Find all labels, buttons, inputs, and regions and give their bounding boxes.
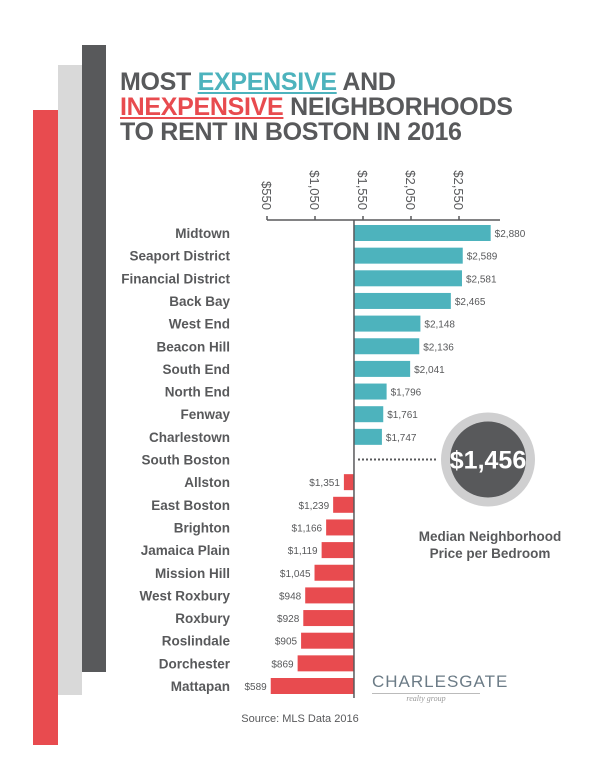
dark-gray-stripe [82, 45, 106, 672]
data-label: $1,239 [299, 501, 330, 512]
category-label: Roslindale [162, 634, 231, 649]
x-tick-label: $550 [259, 181, 274, 210]
bar-roslindale [301, 632, 354, 649]
data-label: $2,589 [467, 252, 498, 263]
data-label: $2,136 [423, 342, 454, 353]
bar-jamaica-plain [321, 542, 354, 559]
red-stripe [33, 110, 58, 745]
data-label: $589 [244, 682, 267, 693]
category-label: Back Bay [169, 294, 230, 309]
bar-mission-hill [314, 564, 354, 581]
data-label: $1,796 [391, 388, 422, 399]
category-label: Brighton [174, 520, 230, 535]
category-label: East Boston [151, 498, 230, 513]
source-note: Source: MLS Data 2016 [241, 713, 359, 725]
title-text: NEIGHBORHOODS [283, 93, 513, 121]
median-caption-line2: Price per Bedroom [429, 546, 551, 561]
logo-subtitle: realty group [372, 693, 480, 703]
data-label: $1,747 [386, 433, 417, 444]
category-label: North End [165, 385, 230, 400]
data-label: $1,351 [309, 478, 340, 489]
chart-title: MOST EXPENSIVE AND INEXPENSIVE NEIGHBORH… [120, 70, 513, 145]
category-label: Charlestown [149, 430, 230, 445]
bar-charlestown [353, 428, 382, 445]
bar-dorchester [297, 655, 354, 672]
x-tick-label: $2,550 [451, 170, 466, 210]
category-label: South Boston [142, 453, 230, 468]
data-label: $2,880 [495, 229, 526, 240]
category-label: South End [163, 362, 231, 377]
title-text: AND [336, 68, 396, 96]
category-label: Seaport District [129, 249, 230, 264]
data-label: $1,166 [292, 523, 323, 534]
bar-fenway [353, 406, 384, 423]
charlesgate-logo: CHARLESGATE realty group [372, 672, 509, 703]
category-label: Roxbury [175, 611, 230, 626]
bar-mattapan [270, 678, 354, 694]
data-label: $2,465 [455, 297, 486, 308]
median-caption-line1: Median Neighborhood [418, 529, 562, 544]
data-label: $1,045 [280, 569, 311, 580]
title-inexpensive: INEXPENSIVE [120, 93, 284, 121]
title-text: MOST [120, 68, 198, 96]
data-label: $905 [275, 637, 298, 648]
bar-north-end [353, 383, 387, 400]
category-label: West Roxbury [139, 588, 230, 603]
bar-allston [343, 474, 354, 491]
data-label: $928 [277, 614, 300, 625]
bar-west-roxbury [305, 587, 354, 604]
category-label: Beacon Hill [156, 339, 230, 354]
category-label: West End [169, 317, 230, 332]
x-tick-label: $1,550 [355, 170, 370, 210]
bar-roxbury [303, 610, 354, 627]
data-label: $1,761 [387, 410, 418, 421]
median-value: $1,456 [450, 447, 526, 475]
bar-south-end [353, 360, 411, 377]
bar-seaport-district [353, 247, 463, 264]
bar-beacon-hill [353, 338, 420, 355]
x-tick-label: $1,050 [307, 170, 322, 210]
category-label: Dorchester [159, 656, 231, 671]
bar-east-boston [333, 496, 354, 513]
data-label: $2,581 [466, 274, 497, 285]
data-label: $869 [271, 659, 294, 670]
title-expensive: EXPENSIVE [197, 68, 337, 96]
category-label: Fenway [180, 407, 230, 422]
category-label: Allston [184, 475, 230, 490]
category-label: Mattapan [171, 679, 230, 694]
bar-financial-district [353, 270, 462, 287]
x-tick-label: $2,050 [403, 170, 418, 210]
data-label: $2,041 [414, 365, 445, 376]
median-caption: Median Neighborhood Price per Bedroom [400, 528, 580, 562]
data-label: $1,119 [288, 546, 318, 557]
median-circle [450, 421, 526, 498]
category-label: Financial District [121, 271, 230, 286]
light-gray-stripe [58, 65, 82, 695]
category-label: Mission Hill [155, 566, 230, 581]
data-label: $948 [279, 591, 302, 602]
category-label: Jamaica Plain [141, 543, 230, 558]
data-label: $2,148 [424, 320, 455, 331]
title-line3: TO RENT IN BOSTON IN 2016 [120, 118, 462, 146]
bar-back-bay [353, 292, 451, 309]
logo-name: CHARLESGATE [372, 672, 509, 691]
bar-west-end [353, 315, 421, 332]
category-label: Midtown [175, 226, 230, 241]
bar-brighton [326, 519, 354, 536]
bar-midtown [353, 225, 491, 241]
